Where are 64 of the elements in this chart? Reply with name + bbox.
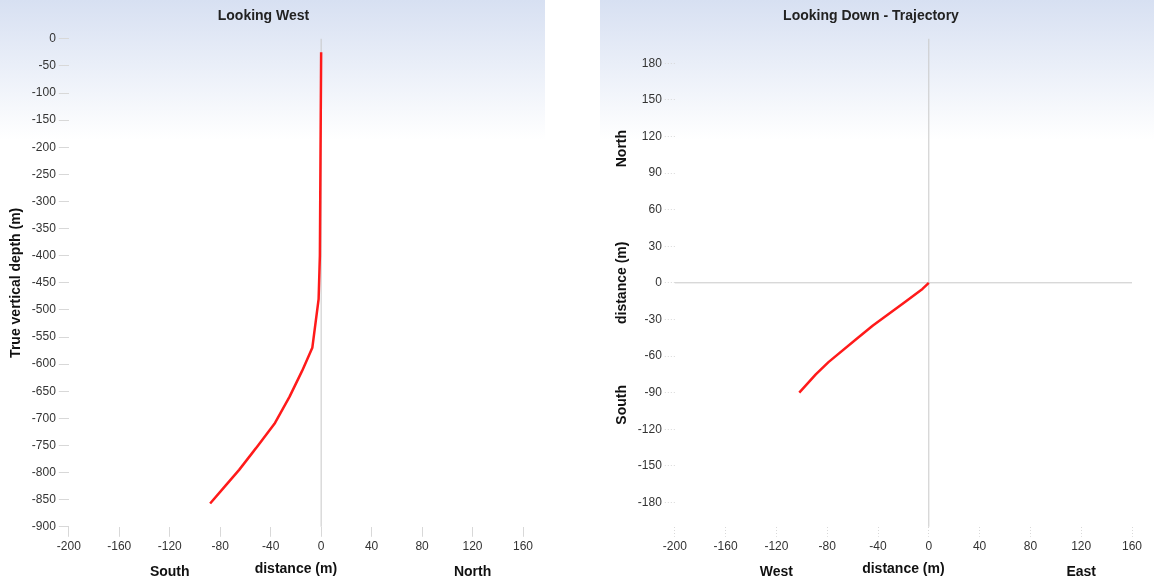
chart-title: Looking Down - Trajectory — [783, 7, 960, 24]
x-tick-label: -40 — [262, 539, 280, 554]
y-tick-label: -650 — [31, 383, 57, 398]
x-tick-label: -40 — [869, 539, 888, 554]
y-tick-label: -700 — [31, 410, 57, 425]
x-axis-title: distance (m) — [862, 560, 945, 577]
y-tick-label: 150 — [641, 92, 663, 107]
y-tick-label: -450 — [31, 275, 57, 290]
y-tick-label: -750 — [31, 437, 57, 452]
y-tick-label: 90 — [648, 165, 663, 180]
x-axis-title: distance (m) — [254, 560, 338, 577]
y-tick-label: 120 — [641, 128, 663, 143]
y-tick-label: 30 — [648, 238, 663, 253]
y-tick-label: -180 — [637, 494, 663, 509]
text: North — [453, 562, 492, 579]
y-tick-label: -120 — [637, 421, 663, 436]
x-tick-label: -160 — [713, 539, 738, 554]
x-tick-label: -80 — [818, 539, 837, 554]
x-tick-label: 120 — [1071, 539, 1092, 554]
text: West — [759, 562, 794, 579]
y-tick-label: 0 — [49, 31, 57, 46]
x-tick-label: 0 — [925, 539, 933, 554]
y-tick-label: -300 — [31, 193, 57, 208]
x-tick-label: -200 — [662, 539, 688, 554]
x-tick-label: -80 — [211, 539, 230, 554]
y-tick-label: -850 — [31, 492, 57, 506]
y-tick-label: -200 — [31, 139, 57, 154]
x-tick-label: 0 — [317, 539, 325, 554]
y-tick-label: -800 — [31, 464, 57, 479]
y-tick-label: 180 — [641, 55, 663, 70]
x-tick-label: -200 — [56, 539, 82, 554]
x-tick-label: 160 — [512, 539, 534, 554]
y-tick-label: -250 — [31, 166, 57, 181]
x-tick-label: 80 — [1023, 539, 1038, 554]
text: North — [612, 129, 629, 168]
y-tick-label: -400 — [31, 248, 57, 262]
y-axis-title: distance (m) — [613, 241, 630, 325]
y-tick-label: -30 — [644, 311, 663, 326]
y-tick-label: -900 — [31, 519, 57, 534]
y-tick-label: -500 — [31, 302, 57, 317]
x-tick-label: 160 — [1121, 539, 1143, 554]
chart-title: Looking West — [217, 7, 310, 24]
y-tick-label: 0 — [655, 275, 663, 290]
x-tick-label: 80 — [415, 539, 430, 554]
y-tick-label: 60 — [648, 201, 663, 216]
y-tick-label: -550 — [31, 329, 57, 344]
y-tick-label: -150 — [637, 458, 663, 473]
x-tick-label: 40 — [364, 539, 379, 554]
y-tick-label: -60 — [644, 348, 663, 363]
y-tick-label: -600 — [31, 356, 57, 371]
y-tick-label: -350 — [31, 220, 57, 235]
x-tick-label: -120 — [764, 539, 789, 554]
text: South — [612, 384, 629, 425]
y-tick-label: -90 — [644, 384, 663, 399]
y-tick-label: -100 — [31, 85, 57, 100]
y-axis-title: True vertical depth (m) — [7, 207, 24, 358]
x-tick-label: 120 — [462, 539, 483, 554]
y-tick-label: -150 — [31, 112, 57, 127]
y-tick-label: -50 — [38, 58, 57, 73]
x-tick-label: -120 — [157, 539, 183, 554]
text: South — [149, 562, 190, 579]
x-tick-label: 40 — [972, 539, 987, 554]
x-tick-label: -160 — [107, 539, 132, 554]
text: East — [1066, 562, 1097, 579]
